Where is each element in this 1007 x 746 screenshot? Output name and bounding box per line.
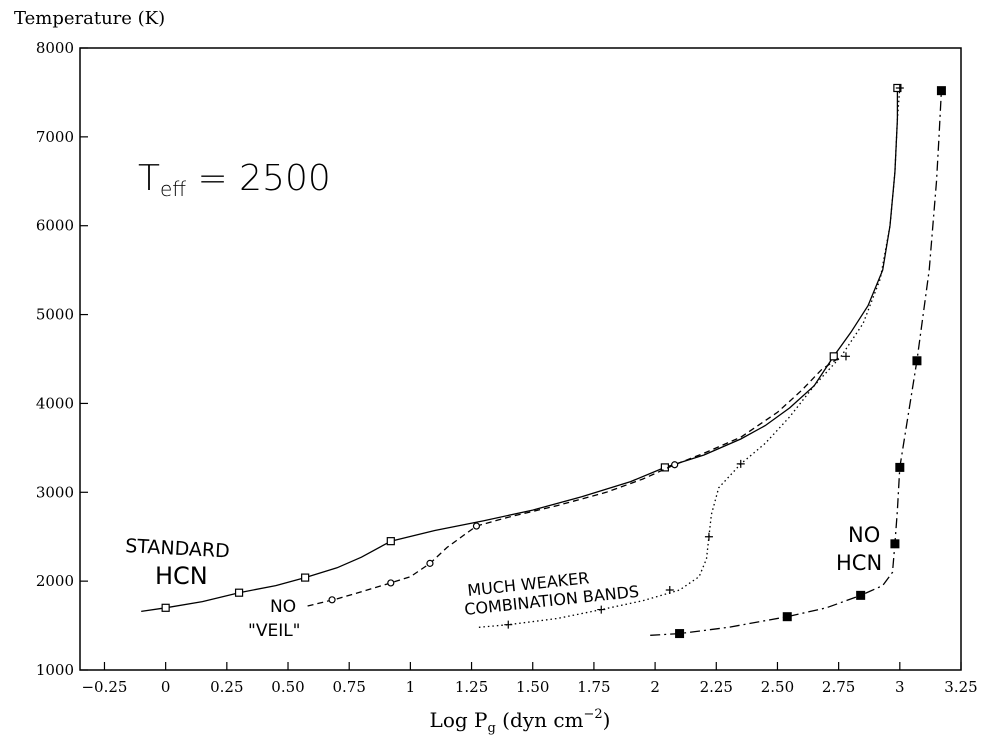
x-tick-label: 1.25 <box>455 678 488 696</box>
label-noveil-line1: NO <box>270 597 296 617</box>
x-tick-label: 1.50 <box>516 678 549 696</box>
y-tick-label: 7000 <box>36 128 74 146</box>
x-axis-label-main: Log P <box>430 708 488 732</box>
x-tick-label: 0.25 <box>210 678 243 696</box>
series-line-nohcn <box>650 90 943 636</box>
data-point <box>675 629 685 639</box>
y-tick-label: 2000 <box>36 572 74 590</box>
series-line-standard <box>141 88 899 613</box>
series-line-noveil <box>307 355 842 607</box>
x-tick-label: 2.75 <box>822 678 855 696</box>
x-axis-label: Log Pg (dyn cm−2) <box>430 707 611 736</box>
data-point <box>829 352 838 361</box>
data-point <box>936 86 946 96</box>
label-nohcn-line2: HCN <box>836 551 882 575</box>
x-axis-label-superscript: −2 <box>583 707 602 722</box>
data-point <box>472 522 481 530</box>
data-point <box>504 620 513 629</box>
x-tick-label: −0.25 <box>81 678 127 696</box>
data-point <box>890 539 900 549</box>
y-tick-label: 8000 <box>36 39 74 57</box>
x-tick-label: 0 <box>161 678 171 696</box>
x-tick-label: 1 <box>406 678 416 696</box>
data-point <box>426 559 434 567</box>
label-nohcn-line1: NO <box>848 523 880 547</box>
teff-value: = 2500 <box>186 158 331 199</box>
x-axis-label-subscript: g <box>487 721 495 736</box>
teff-subscript: eff <box>160 177 186 201</box>
series-nohcn <box>650 86 946 639</box>
series-line-weaker <box>478 87 901 628</box>
data-point <box>704 532 713 541</box>
label-noveil-line2: "VEIL" <box>248 621 301 641</box>
y-tick-label: 1000 <box>36 661 74 679</box>
x-tick-label: 3.25 <box>944 678 977 696</box>
x-axis-label-close: ) <box>603 708 611 732</box>
label-standard-line2: HCN <box>155 562 208 590</box>
data-point <box>841 352 850 361</box>
data-point <box>856 590 866 600</box>
x-tick-label: 1.75 <box>577 678 610 696</box>
data-point <box>386 537 395 546</box>
series-standard <box>141 83 902 613</box>
teff-annotation: Teff = 2500 <box>138 158 331 201</box>
y-tick-label: 4000 <box>36 394 74 412</box>
series-layer <box>141 83 946 639</box>
data-point <box>736 459 745 468</box>
y-tick-label: 3000 <box>36 483 74 501</box>
data-point <box>387 579 395 587</box>
x-tick-label: 3 <box>895 678 905 696</box>
data-point <box>912 356 922 366</box>
data-point <box>161 603 170 612</box>
data-point <box>671 461 679 469</box>
y-tick-label: 6000 <box>36 217 74 235</box>
x-tick-label: 0.50 <box>271 678 304 696</box>
y-tick-label: 5000 <box>36 306 74 324</box>
plot-frame <box>79 47 962 671</box>
data-point <box>301 573 310 582</box>
x-tick-label: 0.75 <box>332 678 365 696</box>
x-axis-label-units: (dyn cm <box>496 708 584 732</box>
teff-symbol: T <box>138 158 160 199</box>
data-point <box>665 586 674 595</box>
y-axis-label: Temperature (K) <box>14 8 165 29</box>
data-point <box>895 462 905 472</box>
series-noveil <box>307 355 842 607</box>
data-point <box>234 588 244 597</box>
label-standard-line1: STANDARD <box>125 535 231 562</box>
data-point <box>895 83 904 92</box>
x-tick-label: 2 <box>650 678 660 696</box>
y-axis: 1000 2000 3000 4000 5000 6000 7000 8000 <box>36 39 88 679</box>
x-tick-label: 2.25 <box>700 678 733 696</box>
x-axis: −0.25 0 0.25 0.50 0.75 1 1.25 1.50 1.75 2 2.25 2.50… <box>81 662 978 696</box>
series-weaker <box>478 83 904 629</box>
data-point <box>597 605 606 614</box>
data-point <box>328 596 336 604</box>
data-point <box>782 612 792 622</box>
x-tick-label: 2.50 <box>761 678 794 696</box>
